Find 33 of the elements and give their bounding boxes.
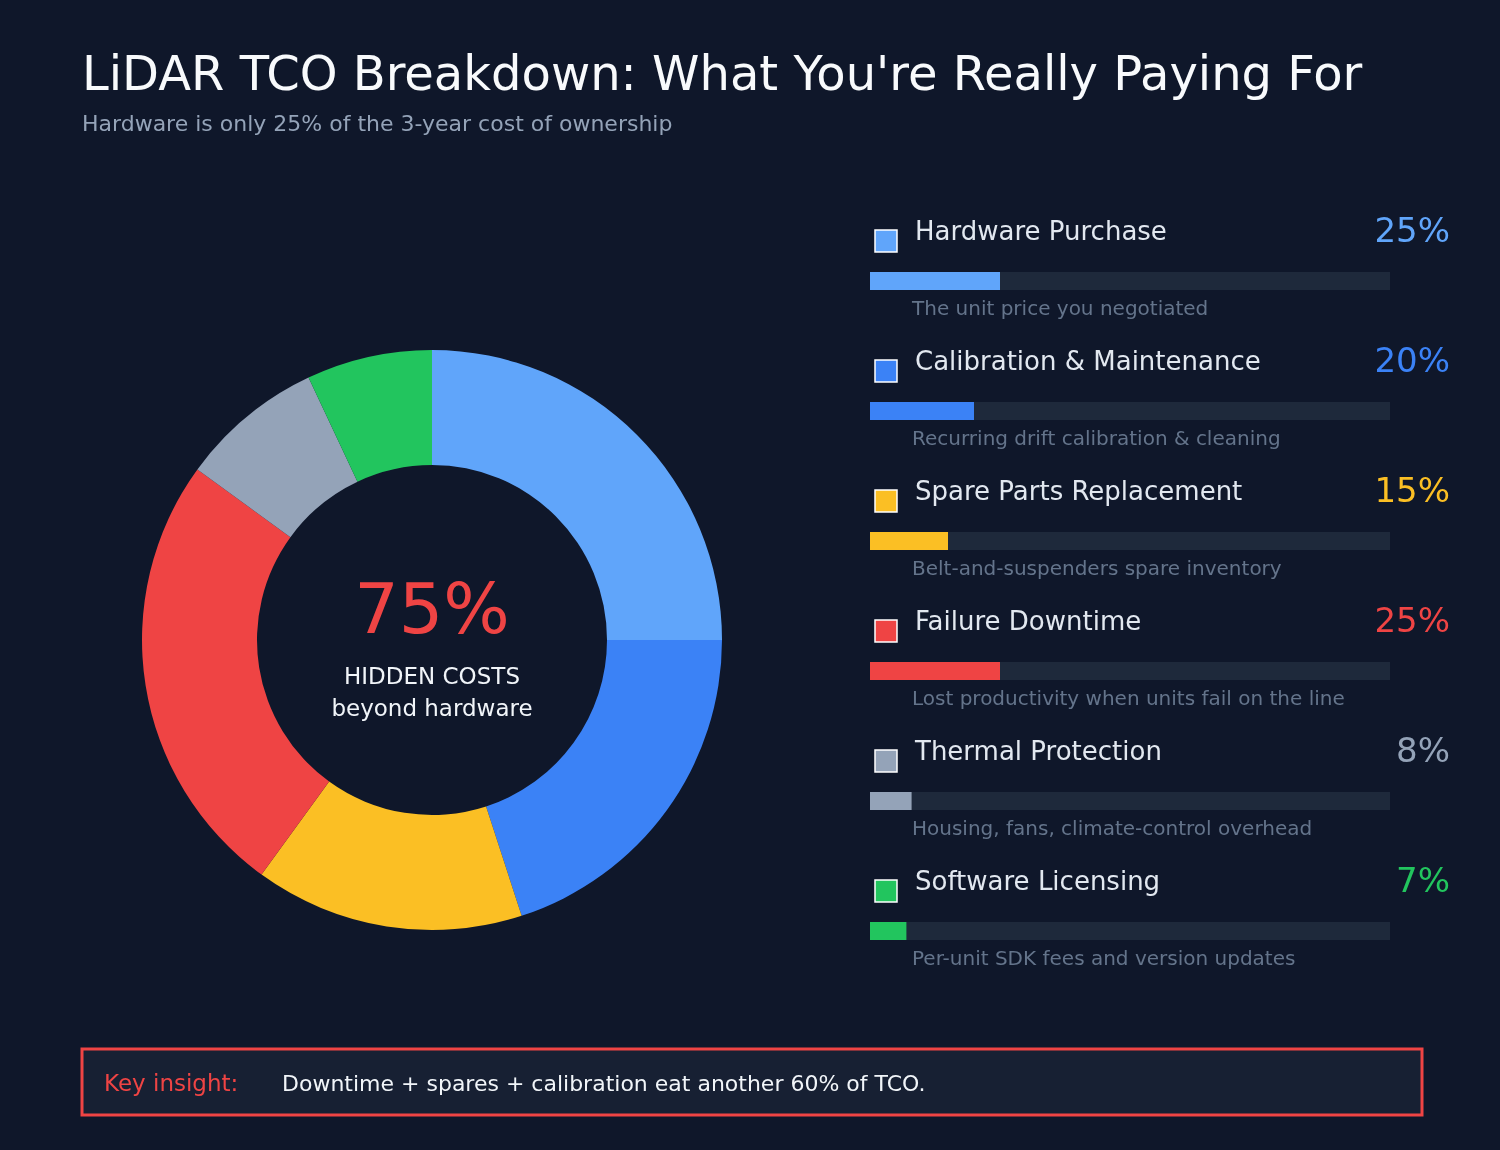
- bar: [870, 792, 912, 810]
- text: Downtime + spares + calibration eat another 60% of TCO.: [282, 1071, 926, 1096]
- text: HIDDEN COSTS: [344, 663, 520, 689]
- donut-slice: [197, 377, 358, 538]
- annotation: Recurring drift calibration & cleaning: [912, 426, 1281, 450]
- annotation: Housing, fans, climate-control overhead: [912, 816, 1313, 840]
- chart-subtitle: Hardware is only 25% of the 3-year cost of ownership: [82, 111, 673, 136]
- legend-label: Spare Parts Replacement: [915, 476, 1243, 506]
- chart-title: LiDAR TCO Breakdown: What You're Really Paying For: [82, 45, 1363, 101]
- annotation: Belt-and-suspenders spare inventory: [912, 556, 1282, 580]
- legend-label: Hardware Purchase: [915, 216, 1167, 246]
- legend-label: Software Licensing: [915, 866, 1161, 896]
- donut-slice: [142, 469, 330, 875]
- text: 75%: [354, 568, 510, 650]
- annotation: The unit price you negotiated: [911, 296, 1209, 320]
- legend-label: Failure Downtime: [915, 606, 1142, 636]
- data-label: 8%: [1396, 730, 1450, 770]
- annotation: Per-unit SDK fees and version updates: [912, 946, 1296, 970]
- bar: [870, 532, 948, 550]
- data-label: 25%: [1374, 600, 1450, 640]
- bar: [870, 402, 974, 420]
- annotation: Lost productivity when units fail on the line: [912, 686, 1345, 710]
- text: beyond hardware: [331, 695, 533, 721]
- data-label: 7%: [1396, 860, 1450, 900]
- legend-label: Calibration & Maintenance: [915, 346, 1261, 376]
- bar: [870, 922, 907, 940]
- data-label: 25%: [1374, 210, 1450, 250]
- donut-slice: [308, 350, 432, 482]
- data-label: 20%: [1374, 340, 1450, 380]
- legend-label: Thermal Protection: [914, 736, 1162, 766]
- text: Key insight:: [104, 1070, 239, 1096]
- data-label: 15%: [1374, 470, 1450, 510]
- donut-slice: [261, 781, 522, 930]
